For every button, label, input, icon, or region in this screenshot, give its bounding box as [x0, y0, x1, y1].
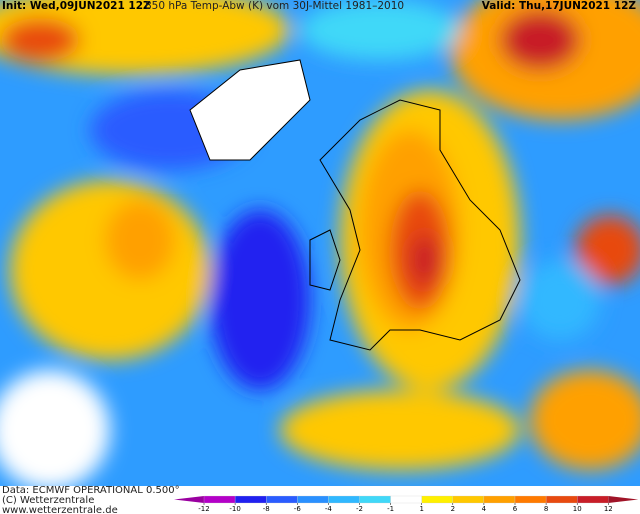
init-time: Init: Wed,09JUN2021 12Z [2, 0, 151, 12]
colorbar-tick-label: -12 [198, 505, 209, 513]
colorbar-low-end [174, 496, 204, 503]
colorbar-tick-label: -1 [387, 505, 394, 513]
colorbar-segment [483, 495, 516, 504]
colorbar-tick-label: 8 [544, 505, 548, 513]
colorbar-tick-label: -2 [356, 505, 363, 513]
colorbar-segment [266, 495, 298, 504]
anomaly-field [0, 0, 640, 486]
colorbar-tick-label: -10 [229, 505, 240, 513]
colorbar-segment [359, 495, 391, 504]
colorbar-tick-label: 6 [513, 505, 518, 513]
greenland [189, 59, 311, 161]
colorbar-segment [421, 495, 453, 504]
colorbar-tick-label: -8 [263, 505, 270, 513]
map-title: 850 hPa Temp-Abw (K) vom 30J-Mittel 1981… [145, 0, 404, 12]
colorbar-tick-label: 1 [419, 505, 423, 513]
colorbar: -12 -10 -8 -6 -4 -2 -1 1 2 4 6 8 10 12 [174, 495, 639, 513]
colorbar-tick-label: 2 [451, 505, 455, 513]
colorbar-segment [545, 495, 578, 504]
colorbar-tick-label: 4 [482, 505, 487, 513]
colorbar-segment [577, 495, 609, 504]
colorbar-high-end [608, 496, 639, 503]
colorbar-tick-label: 12 [604, 505, 613, 513]
colorbar-tick-label: -6 [294, 505, 302, 513]
valid-time: Valid: Thu,17JUN2021 12Z [482, 0, 637, 12]
colorbar-segment [203, 495, 236, 504]
colorbar-tick-label: -4 [325, 505, 333, 513]
website: www.wetterzentrale.de [2, 505, 118, 514]
colorbar-segment [514, 495, 547, 504]
british-isles [309, 229, 341, 291]
colorbar-segment [328, 495, 360, 504]
colorbar-tick-label: 10 [573, 505, 582, 513]
colorbar-segment [297, 495, 329, 504]
colorbar-segment [390, 495, 422, 504]
colorbar-segment [234, 495, 267, 504]
europe-coast [319, 99, 521, 351]
colorbar-segment [452, 495, 485, 504]
copyright: (C) Wetterzentrale [2, 495, 94, 506]
data-source: Data: ECMWF OPERATIONAL 0.500° [2, 485, 180, 496]
